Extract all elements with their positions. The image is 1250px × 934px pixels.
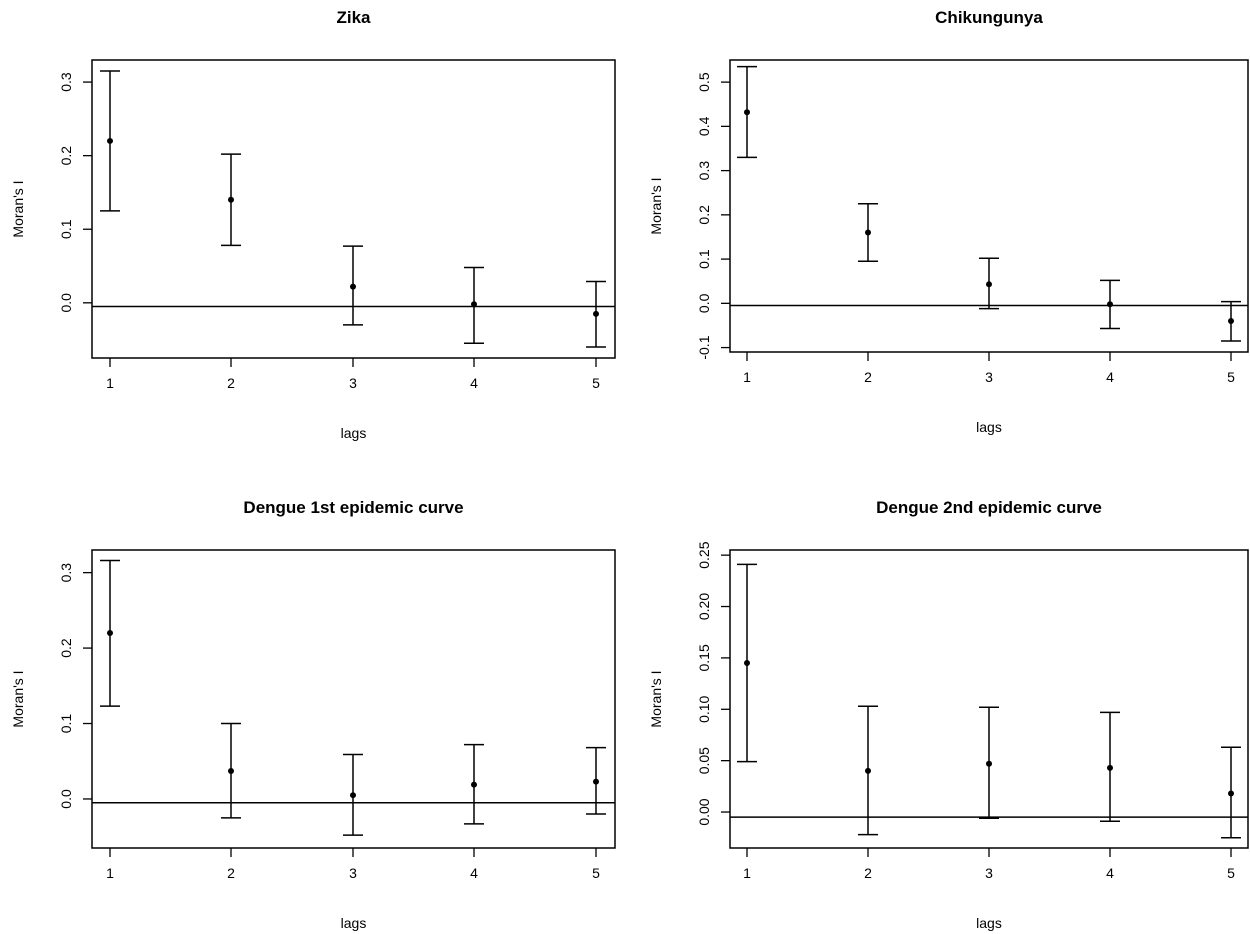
x-tick-label: 1 bbox=[106, 865, 114, 881]
x-tick-label: 1 bbox=[743, 865, 751, 881]
data-point bbox=[471, 301, 477, 308]
x-tick-label: 5 bbox=[1227, 369, 1235, 385]
y-tick-label: 0.3 bbox=[58, 563, 74, 583]
x-tick-label: 3 bbox=[349, 865, 357, 881]
chart-title: Chikungunya bbox=[935, 8, 1043, 27]
data-point bbox=[350, 792, 356, 799]
data-point bbox=[107, 629, 113, 636]
data-point bbox=[593, 778, 599, 785]
y-axis: -0.1 0.0 0.1 0.2 0.3 0.4 0.5 bbox=[696, 72, 730, 360]
y-tick-label: 0.2 bbox=[696, 205, 712, 225]
chart-title: Dengue 1st epidemic curve bbox=[243, 498, 463, 517]
x-tick-label: 4 bbox=[470, 375, 478, 391]
y-tick-label: 0.0 bbox=[58, 293, 74, 313]
y-axis: 0.0 0.1 0.2 0.3 bbox=[58, 72, 92, 313]
data-point bbox=[1107, 301, 1113, 308]
data-point bbox=[228, 196, 234, 203]
data-point bbox=[986, 760, 992, 767]
y-tick-label: 0.4 bbox=[696, 116, 712, 136]
x-tick-label: 3 bbox=[985, 865, 993, 881]
y-axis-label: Moran's I bbox=[10, 180, 26, 237]
x-tick-label: 2 bbox=[864, 865, 872, 881]
x-tick-label: 4 bbox=[1106, 865, 1114, 881]
x-tick-label: 3 bbox=[349, 375, 357, 391]
y-tick-label: 0.2 bbox=[58, 146, 74, 166]
x-tick-label: 1 bbox=[106, 375, 114, 391]
data-point bbox=[1228, 318, 1234, 325]
x-tick-label: 2 bbox=[227, 375, 235, 391]
y-tick-label: 0.15 bbox=[696, 644, 712, 671]
data-point bbox=[744, 109, 750, 116]
chart-panel: Dengue 1st epidemic curve 1 2 3 4 5 lags 0.0 0.1… bbox=[10, 498, 616, 931]
x-axis-label: lags bbox=[976, 915, 1002, 931]
y-tick-label: 0.25 bbox=[696, 541, 712, 568]
y-tick-label: -0.1 bbox=[696, 335, 712, 359]
data-point bbox=[1228, 790, 1234, 797]
y-tick-label: 0.3 bbox=[696, 161, 712, 181]
data-point bbox=[107, 137, 113, 144]
data-point bbox=[228, 768, 234, 775]
data-point bbox=[350, 283, 356, 290]
chart-title: Zika bbox=[336, 8, 371, 27]
data-point bbox=[865, 229, 871, 236]
y-axis-label: Moran's I bbox=[648, 670, 664, 727]
y-axis: 0.00 0.05 0.10 0.15 0.20 0.25 bbox=[696, 541, 730, 826]
data-point bbox=[865, 767, 871, 774]
x-axis: 1 2 3 4 5 bbox=[106, 848, 600, 881]
chart-panel: Chikungunya 1 2 3 4 5 lags -0.1 0.0 0.1 0.2 0.3 0.4 0… bbox=[648, 8, 1249, 435]
x-tick-label: 5 bbox=[592, 865, 600, 881]
chart-panel: Zika 1 2 3 4 5 lags 0.0 0.1 0.2 0.3 Moran's I bbox=[10, 8, 616, 441]
x-tick-label: 5 bbox=[1227, 865, 1235, 881]
y-tick-label: 0.10 bbox=[696, 695, 712, 722]
x-axis-label: lags bbox=[976, 419, 1002, 435]
y-tick-label: 0.1 bbox=[696, 249, 712, 269]
x-tick-label: 1 bbox=[743, 369, 751, 385]
x-axis: 1 2 3 4 5 bbox=[743, 848, 1235, 881]
y-tick-label: 0.5 bbox=[696, 72, 712, 92]
data-point bbox=[986, 281, 992, 288]
data-point bbox=[744, 660, 750, 667]
y-tick-label: 0.1 bbox=[58, 714, 74, 734]
y-tick-label: 0.0 bbox=[58, 789, 74, 809]
chart-title: Dengue 2nd epidemic curve bbox=[876, 498, 1102, 517]
x-tick-label: 2 bbox=[864, 369, 872, 385]
x-axis-label: lags bbox=[341, 425, 367, 441]
data-point bbox=[1107, 764, 1113, 771]
x-tick-label: 5 bbox=[592, 375, 600, 391]
x-tick-label: 2 bbox=[227, 865, 235, 881]
x-axis: 1 2 3 4 5 bbox=[743, 352, 1235, 385]
y-axis: 0.0 0.1 0.2 0.3 bbox=[58, 563, 92, 809]
x-axis-label: lags bbox=[341, 915, 367, 931]
x-tick-label: 4 bbox=[1106, 369, 1114, 385]
y-tick-label: 0.20 bbox=[696, 593, 712, 620]
y-tick-label: 0.1 bbox=[58, 219, 74, 239]
x-axis: 1 2 3 4 5 bbox=[106, 358, 600, 391]
y-axis-label: Moran's I bbox=[648, 177, 664, 234]
y-tick-label: 0.2 bbox=[58, 638, 74, 658]
y-tick-label: 0.3 bbox=[58, 72, 74, 92]
y-tick-label: 0.0 bbox=[696, 293, 712, 313]
data-point bbox=[471, 781, 477, 788]
y-tick-label: 0.00 bbox=[696, 798, 712, 825]
data-point bbox=[593, 310, 599, 317]
x-tick-label: 4 bbox=[470, 865, 478, 881]
x-tick-label: 3 bbox=[985, 369, 993, 385]
y-tick-label: 0.05 bbox=[696, 747, 712, 774]
y-axis-label: Moran's I bbox=[10, 670, 26, 727]
